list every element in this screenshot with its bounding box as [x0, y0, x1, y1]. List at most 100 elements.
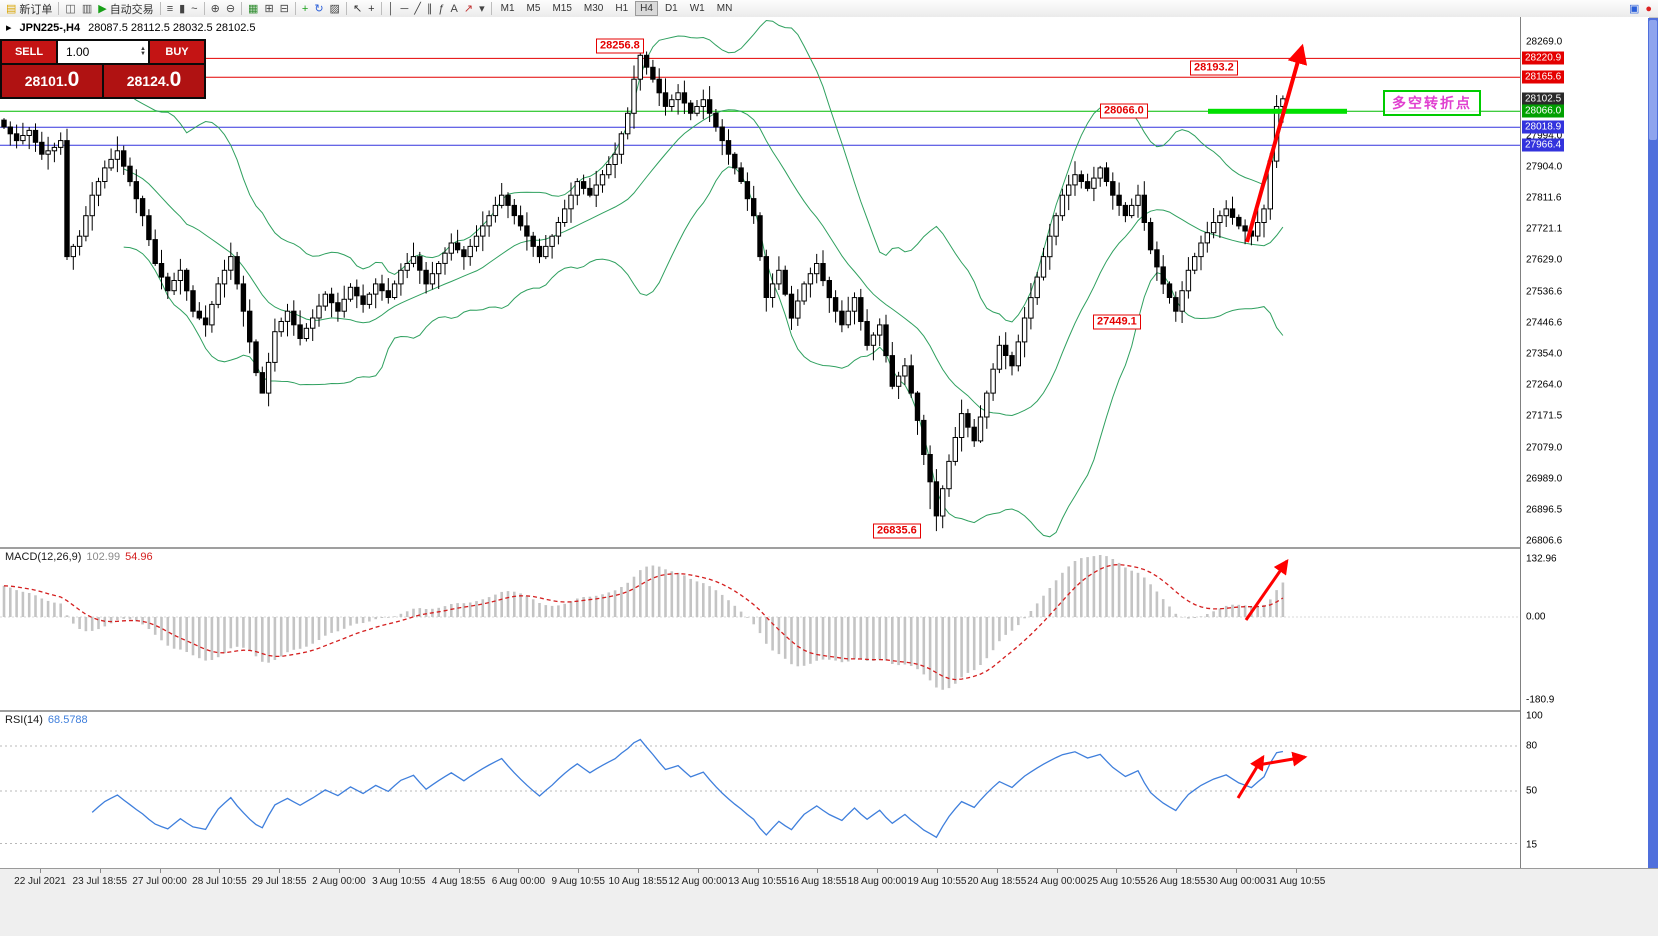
arrows-button[interactable]: ↗	[461, 1, 476, 17]
price-level-marker: 28165.6	[1522, 70, 1565, 84]
text-button[interactable]: A	[448, 1, 461, 17]
main-price-chart[interactable]	[0, 17, 1520, 547]
new-order-icon: ▤	[6, 2, 17, 15]
panel-separator[interactable]	[0, 547, 1658, 549]
macd-signal-value: 54.96	[125, 551, 153, 563]
price-callout[interactable]: 28193.2	[1190, 60, 1238, 76]
community-icon: ▣	[1628, 2, 1640, 15]
price-level-marker: 28102.5	[1522, 92, 1565, 106]
timeframe-m15-button[interactable]: M15	[552, 3, 572, 14]
zoom-out-icon: ⊖	[225, 2, 236, 15]
toolbar: ▤ 新订单 ◫ ▥ ▶ 自动交易 ≡ ▮ ~ ⊕ ⊖ ▦ ⊞ ⊟ + ↻ ▨ ↖ + │ ─ ╱ ∥ ƒ A ↗ ▾ M1 M5 M15 M…	[0, 0, 1658, 18]
price-callout[interactable]: 27449.1	[1093, 314, 1141, 330]
price-callout[interactable]: 26835.6	[873, 523, 921, 539]
data-window-button[interactable]: ▥	[79, 1, 95, 17]
volume-spinner[interactable]: ▲ ▼	[140, 46, 146, 57]
zoom-in-button[interactable]: ⊕	[208, 1, 223, 17]
panel-separator[interactable]	[0, 710, 1658, 712]
time-axis-tick	[996, 869, 998, 873]
horizontal-line-button[interactable]: ─	[397, 1, 411, 17]
price-axis-label: 27264.0	[1526, 379, 1563, 391]
time-axis-label: 22 Jul 2021	[14, 876, 66, 887]
fibonacci-button[interactable]: ƒ	[435, 1, 447, 17]
alert-button[interactable]: ●	[1642, 1, 1655, 17]
time-axis-label: 4 Aug 18:55	[431, 876, 486, 887]
bar-chart-button[interactable]: ≡	[164, 1, 176, 17]
expander-icon[interactable]: ▸	[6, 22, 12, 34]
rsi-axis-label: 80	[1526, 740, 1538, 752]
community-button[interactable]: ▣	[1626, 1, 1642, 17]
sell-price[interactable]: 28101. 0	[2, 65, 102, 97]
symbol-label: JPN225-,H4	[19, 21, 81, 34]
zoom-out-button[interactable]: ⊖	[223, 1, 238, 17]
volume-value: 1.00	[66, 45, 90, 59]
scrollbar-thumb[interactable]	[1649, 20, 1657, 140]
timeframe-h1-button[interactable]: H1	[615, 3, 629, 14]
time-axis-tick	[99, 869, 101, 873]
volume-field[interactable]: 1.00 ▲ ▼	[58, 41, 148, 63]
price-callout[interactable]: 28256.8	[596, 38, 644, 54]
timeframe-mn-button[interactable]: MN	[716, 3, 733, 14]
crosshair-button[interactable]: +	[365, 1, 377, 17]
cursor-button[interactable]: ↖	[350, 1, 365, 17]
time-axis-tick	[1295, 869, 1297, 873]
time-axis[interactable]: 22 Jul 2021 23 Jul 18:55 27 Jul 00:00 28 Ju…	[0, 868, 1658, 936]
candlestick-chart-button[interactable]: ▮	[176, 1, 188, 17]
time-axis-label: 18 Aug 00:00	[847, 876, 907, 887]
sell-button[interactable]: SELL	[2, 41, 56, 63]
price-axis-label: 26806.6	[1526, 535, 1563, 547]
price-axis-label: 27721.1	[1526, 223, 1563, 235]
price-callout[interactable]: 28066.0	[1100, 103, 1148, 119]
timeframe-w1-button[interactable]: W1	[689, 3, 705, 14]
cascade-windows-button[interactable]: ⊞	[261, 1, 276, 17]
price-axis-label: 27994.0	[1526, 130, 1563, 142]
vertical-line-button[interactable]: │	[385, 1, 398, 17]
new-order-button[interactable]: ▤ 新订单	[3, 1, 55, 17]
market-watch-button[interactable]: ◫	[62, 1, 78, 17]
auto-trading-button[interactable]: ▶ 自动交易	[95, 1, 156, 17]
buy-price[interactable]: 28124. 0	[104, 65, 204, 97]
macd-axis-label: -180.9	[1526, 694, 1555, 706]
macd-name: MACD(12,26,9)	[5, 551, 82, 563]
arrow-icon: ↗	[463, 2, 474, 15]
timeframe-m1-button[interactable]: M1	[500, 3, 515, 14]
time-axis-label: 16 Aug 18:55	[787, 876, 847, 887]
time-axis-label: 10 Aug 18:55	[608, 876, 668, 887]
time-axis-tick	[1116, 869, 1118, 873]
macd-indicator-chart[interactable]	[0, 549, 1520, 710]
timeframe-d1-button[interactable]: D1	[664, 3, 678, 14]
refresh-button[interactable]: ↻	[311, 1, 326, 17]
sell-price-frac: 0	[67, 68, 80, 91]
price-axis-label: 26896.5	[1526, 504, 1563, 516]
time-axis-tick	[1236, 869, 1237, 873]
time-axis-tick	[817, 869, 819, 873]
time-axis-tick	[398, 869, 400, 873]
arrange-windows-button[interactable]: ⊟	[277, 1, 292, 17]
buy-button[interactable]: BUY	[150, 41, 204, 63]
one-click-trading-panel: SELL 1.00 ▲ ▼ BUY 28101. 0 28124. 0	[0, 39, 206, 99]
spinner-down-icon[interactable]: ▼	[140, 51, 146, 57]
time-axis-tick	[40, 869, 41, 873]
turning-point-note[interactable]: 多空转折点	[1383, 90, 1481, 116]
templates-button[interactable]: ▨	[327, 1, 343, 17]
timeframe-m30-button[interactable]: M30	[583, 3, 604, 14]
spinner-up-icon[interactable]: ▲	[140, 46, 146, 52]
vertical-scrollbar[interactable]	[1648, 18, 1658, 868]
line-chart-button[interactable]: ~	[188, 1, 200, 17]
tile-windows-icon: ▦	[248, 2, 259, 15]
timeframe-m5-button[interactable]: M5	[526, 3, 541, 14]
toolbar-separator	[294, 2, 296, 15]
time-axis-label: 25 Aug 10:55	[1086, 876, 1146, 887]
price-axis[interactable]: 28269.0 27994.0 27904.0 27811.6 27721.1 27629…	[1520, 17, 1649, 868]
vertical-line-icon: │	[387, 2, 395, 15]
rsi-axis-label: 15	[1526, 839, 1538, 851]
trendline-button[interactable]: ╱	[411, 1, 424, 17]
shapes-dropdown-button[interactable]: ▾	[476, 1, 488, 17]
channel-button[interactable]: ∥	[424, 1, 436, 17]
timeframe-h4-button[interactable]: H4	[635, 1, 658, 16]
tile-windows-button[interactable]: ▦	[245, 1, 261, 17]
rsi-indicator-chart[interactable]	[0, 712, 1520, 868]
add-indicator-button[interactable]: +	[299, 1, 311, 17]
sell-price-main: 28101.	[24, 73, 68, 89]
price-level-marker: 28066.0	[1522, 104, 1565, 118]
